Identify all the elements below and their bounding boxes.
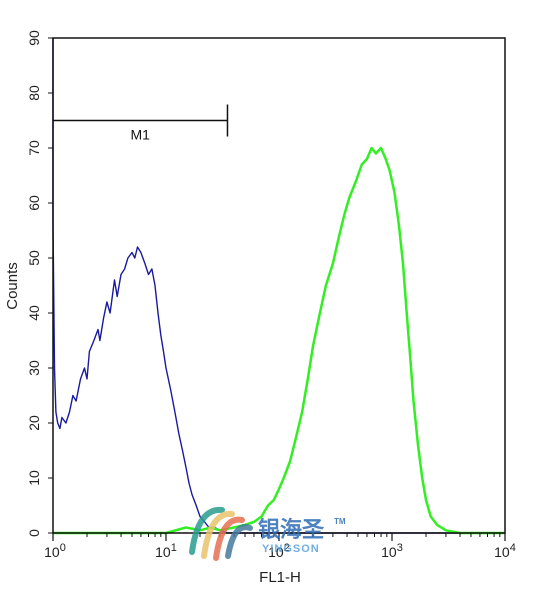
y-tick-label: 70	[26, 140, 42, 156]
watermark-tm: TM	[334, 517, 346, 526]
y-tick-label: 40	[26, 305, 42, 321]
watermark-logo: 银海圣 TM YINGSON	[189, 506, 346, 561]
x-axis: 100 101 102 103 104	[44, 533, 516, 560]
y-tick-label: 50	[26, 250, 42, 266]
marker-label: M1	[131, 127, 151, 143]
x-tick-label: 104	[494, 542, 516, 560]
y-tick-label: 20	[26, 415, 42, 431]
watermark-emblem	[189, 506, 253, 561]
y-axis-title: Counts	[4, 262, 21, 310]
y-tick-label: 90	[26, 30, 42, 46]
watermark-latin: YINGSON	[262, 543, 320, 555]
x-axis-title: FL1-H	[259, 569, 301, 586]
x-tick-label: 103	[381, 542, 403, 560]
y-tick-label: 80	[26, 85, 42, 101]
y-tick-label: 60	[26, 195, 42, 211]
marker-layer: M1	[53, 104, 229, 143]
series-layer	[52, 38, 505, 535]
x-tick-label: 100	[44, 542, 66, 560]
watermark-brand: 银海圣	[258, 517, 325, 542]
x-tick-label: 102	[268, 542, 290, 560]
series-line-0	[52, 38, 505, 534]
y-tick-label: 0	[26, 529, 42, 537]
x-tick-label: 101	[155, 542, 177, 560]
y-tick-label: 30	[26, 360, 42, 376]
series-line-1	[53, 146, 505, 535]
y-axis: 0 10 20 30 40 50 60 70 80 90	[26, 30, 53, 537]
y-tick-label: 10	[26, 470, 42, 486]
